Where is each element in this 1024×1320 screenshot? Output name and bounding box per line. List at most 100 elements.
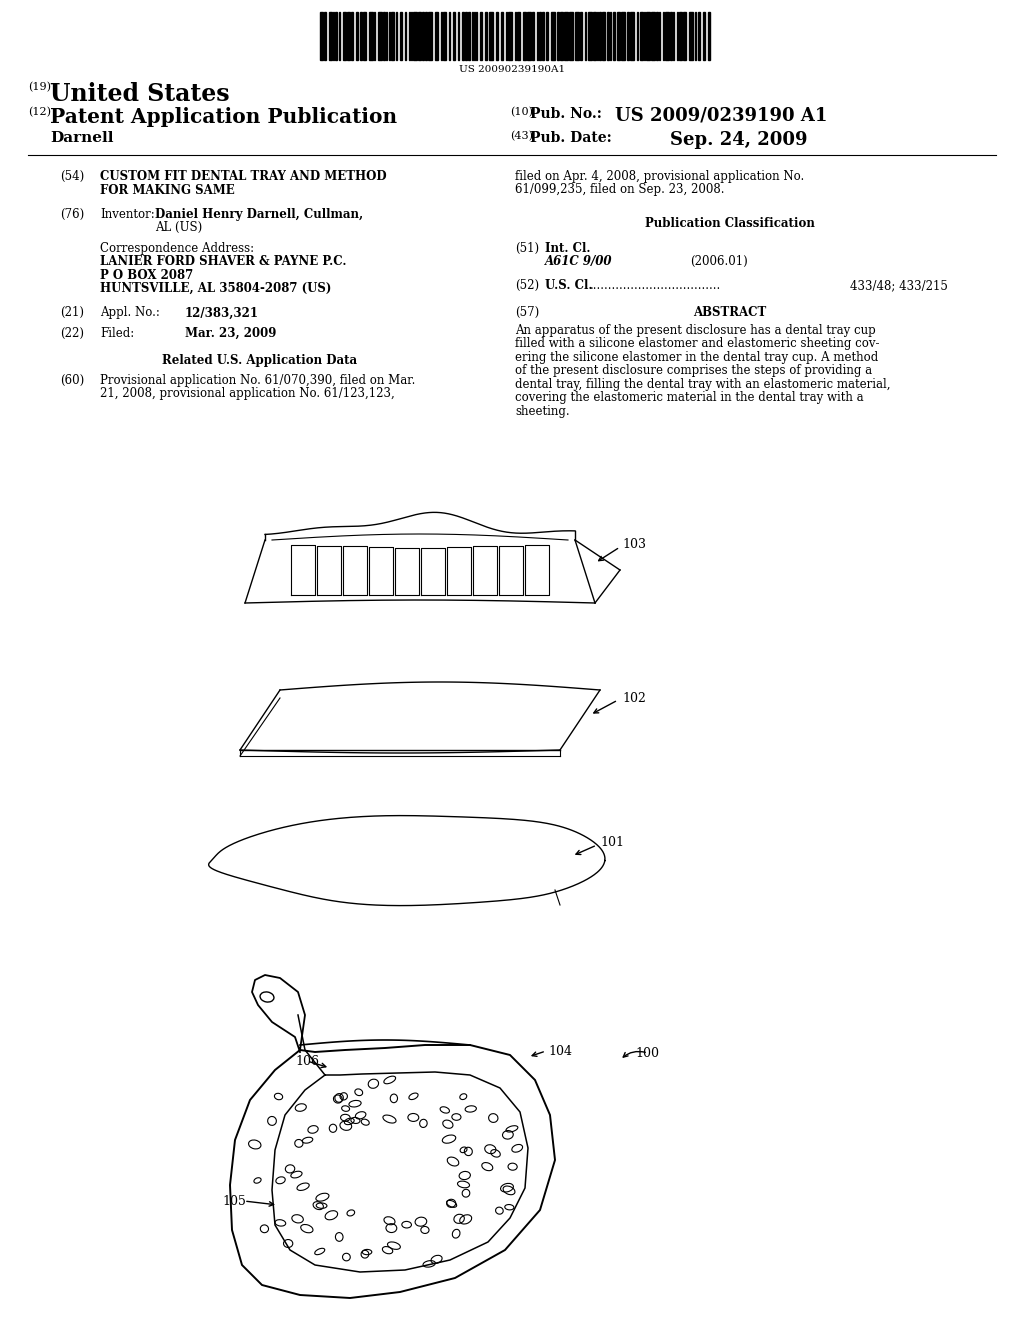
- Bar: [523, 12, 526, 59]
- Bar: [508, 12, 512, 59]
- Text: 21, 2008, provisional application No. 61/123,123,: 21, 2008, provisional application No. 61…: [100, 387, 394, 400]
- Bar: [539, 12, 541, 59]
- Bar: [646, 12, 650, 59]
- Bar: [640, 12, 643, 59]
- Bar: [391, 12, 394, 59]
- Bar: [485, 12, 487, 59]
- Text: sheeting.: sheeting.: [515, 405, 569, 418]
- Bar: [542, 12, 544, 59]
- Text: P O BOX 2087: P O BOX 2087: [100, 268, 194, 281]
- Text: LANIER FORD SHAVER & PAYNE P.C.: LANIER FORD SHAVER & PAYNE P.C.: [100, 255, 346, 268]
- Bar: [343, 12, 346, 59]
- Text: Pub. No.:: Pub. No.:: [530, 107, 602, 121]
- Bar: [329, 12, 332, 59]
- Bar: [560, 12, 563, 59]
- Text: (43): (43): [510, 131, 534, 141]
- Text: Filed:: Filed:: [100, 326, 134, 339]
- Text: 102: 102: [622, 692, 646, 705]
- Text: (19): (19): [28, 82, 51, 92]
- Bar: [501, 12, 503, 59]
- Text: Mar. 23, 2009: Mar. 23, 2009: [185, 326, 276, 339]
- Text: 101: 101: [600, 837, 624, 850]
- Text: Publication Classification: Publication Classification: [645, 218, 815, 230]
- Bar: [607, 12, 609, 59]
- Bar: [453, 12, 455, 59]
- Text: Patent Application Publication: Patent Application Publication: [50, 107, 397, 127]
- Bar: [703, 12, 705, 59]
- Bar: [651, 12, 655, 59]
- Bar: [689, 12, 693, 59]
- Bar: [462, 12, 464, 59]
- Text: 106: 106: [295, 1055, 319, 1068]
- Text: (54): (54): [60, 170, 84, 183]
- Text: filed on Apr. 4, 2008, provisional application No.: filed on Apr. 4, 2008, provisional appli…: [515, 170, 804, 183]
- Text: (52): (52): [515, 280, 539, 292]
- Bar: [435, 12, 438, 59]
- Bar: [527, 12, 531, 59]
- Bar: [551, 12, 555, 59]
- Text: ABSTRACT: ABSTRACT: [693, 306, 767, 319]
- Text: ...................................: ...................................: [590, 280, 721, 292]
- Bar: [517, 12, 520, 59]
- Bar: [683, 12, 686, 59]
- Bar: [383, 12, 385, 59]
- Text: Sep. 24, 2009: Sep. 24, 2009: [670, 131, 808, 149]
- Bar: [324, 12, 326, 59]
- Text: (60): (60): [60, 374, 84, 387]
- Text: US 20090239190A1: US 20090239190A1: [459, 65, 565, 74]
- Bar: [665, 12, 669, 59]
- Text: (51): (51): [515, 242, 539, 255]
- Text: (57): (57): [515, 306, 540, 319]
- Text: US 2009/0239190 A1: US 2009/0239190 A1: [615, 107, 827, 125]
- Bar: [575, 12, 579, 59]
- Text: 12/383,321: 12/383,321: [185, 306, 259, 319]
- Bar: [588, 12, 592, 59]
- Text: (76): (76): [60, 207, 84, 220]
- Bar: [428, 12, 432, 59]
- Text: Pub. Date:: Pub. Date:: [530, 131, 611, 145]
- Bar: [627, 12, 629, 59]
- Bar: [593, 12, 596, 59]
- Bar: [630, 12, 634, 59]
- Bar: [480, 12, 482, 59]
- Bar: [599, 12, 601, 59]
- Text: 103: 103: [622, 539, 646, 552]
- Text: AL (US): AL (US): [155, 222, 203, 235]
- Text: (21): (21): [60, 306, 84, 319]
- Text: Inventor:: Inventor:: [100, 207, 155, 220]
- Bar: [656, 12, 658, 59]
- Bar: [362, 12, 366, 59]
- Text: Int. Cl.: Int. Cl.: [545, 242, 591, 255]
- Bar: [564, 12, 568, 59]
- Bar: [465, 12, 467, 59]
- Text: 61/099,235, filed on Sep. 23, 2008.: 61/099,235, filed on Sep. 23, 2008.: [515, 183, 725, 197]
- Bar: [708, 12, 710, 59]
- Bar: [670, 12, 672, 59]
- Bar: [425, 12, 427, 59]
- Bar: [468, 12, 470, 59]
- Text: Daniel Henry Darnell, Cullman,: Daniel Henry Darnell, Cullman,: [155, 207, 364, 220]
- Bar: [422, 12, 424, 59]
- Text: 105: 105: [222, 1195, 246, 1208]
- Text: Appl. No.:: Appl. No.:: [100, 306, 160, 319]
- Bar: [569, 12, 573, 59]
- Bar: [335, 12, 337, 59]
- Bar: [418, 12, 421, 59]
- Bar: [602, 12, 605, 59]
- Bar: [613, 12, 615, 59]
- Text: 100: 100: [635, 1047, 659, 1060]
- Bar: [443, 12, 446, 59]
- Bar: [369, 12, 373, 59]
- Bar: [489, 12, 493, 59]
- Text: Related U.S. Application Data: Related U.S. Application Data: [163, 354, 357, 367]
- Text: (22): (22): [60, 326, 84, 339]
- Bar: [496, 12, 498, 59]
- Text: An apparatus of the present disclosure has a dental tray cup: An apparatus of the present disclosure h…: [515, 323, 876, 337]
- Bar: [532, 12, 534, 59]
- Bar: [413, 12, 417, 59]
- Text: Darnell: Darnell: [50, 131, 114, 145]
- Text: of the present disclosure comprises the steps of providing a: of the present disclosure comprises the …: [515, 364, 872, 378]
- Bar: [679, 12, 682, 59]
- Text: (12): (12): [28, 107, 51, 117]
- Text: filled with a silicone elastomer and elastomeric sheeting cov-: filled with a silicone elastomer and ela…: [515, 338, 880, 350]
